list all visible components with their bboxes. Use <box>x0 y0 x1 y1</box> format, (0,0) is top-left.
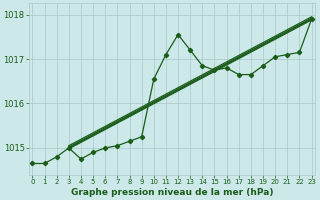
X-axis label: Graphe pression niveau de la mer (hPa): Graphe pression niveau de la mer (hPa) <box>71 188 273 197</box>
